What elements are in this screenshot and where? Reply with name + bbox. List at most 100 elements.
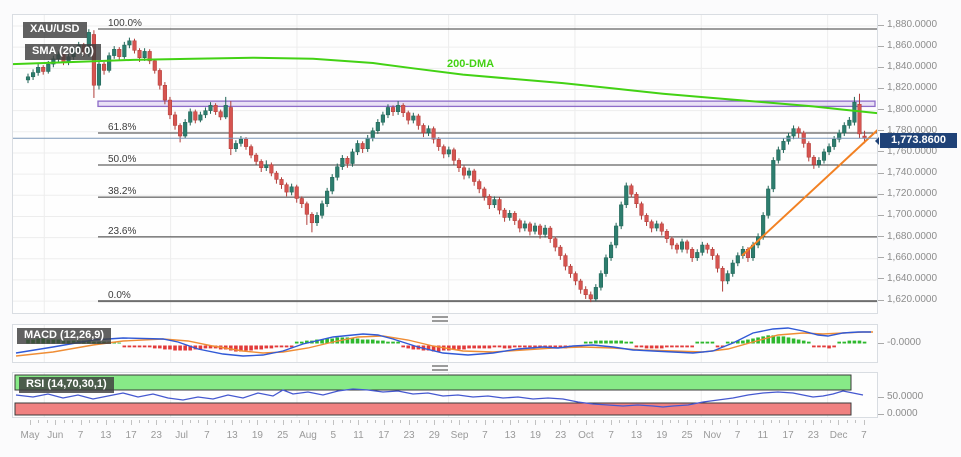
time-axis-label: 7 [77, 430, 84, 441]
rsi-panel[interactable]: RSI (14,70,30,1) [12, 372, 878, 418]
time-axis-tick [80, 420, 82, 425]
trend-line [741, 129, 877, 257]
fib-label: 61.8% [108, 122, 136, 133]
time-axis-tick [240, 420, 242, 423]
time-axis-tick [855, 420, 857, 423]
time-axis-tick [787, 420, 789, 425]
time-axis-tick [392, 420, 394, 423]
time-axis-tick [501, 420, 503, 423]
time-axis-tick [526, 420, 528, 423]
time-axis-tick [577, 420, 579, 423]
fib-label: 50.0% [108, 154, 136, 165]
time-axis-label: 13 [100, 430, 112, 441]
time-axis-label: 23 [807, 430, 819, 441]
time-axis-label: Dec [829, 430, 848, 441]
time-axis-tick [703, 420, 705, 423]
time-axis-label: 5 [330, 430, 337, 441]
macd-panel[interactable]: MACD (12,26,9) [12, 324, 878, 363]
time-axis-tick [509, 420, 511, 425]
time-axis-tick [821, 420, 823, 423]
time-axis-tick [341, 420, 343, 423]
time-axis-tick [349, 420, 351, 423]
time-axis-tick [728, 420, 730, 423]
rsi-indicator-chip[interactable]: RSI (14,70,30,1) [19, 377, 114, 393]
panel-resize-grip[interactable] [432, 316, 448, 323]
time-axis-label: 7 [734, 430, 741, 441]
time-axis-tick [745, 420, 747, 423]
price-axis-label: 1,780.0000 [878, 125, 958, 136]
time-axis-tick [686, 420, 688, 425]
time-axis-tick [712, 420, 714, 425]
time-axis-label: 23 [150, 430, 162, 441]
time-axis-tick [139, 420, 141, 423]
time-axis-label: 13 [630, 430, 643, 441]
time-axis-tick [63, 420, 65, 423]
macd-chart [15, 325, 873, 362]
time-axis-label: 25 [681, 430, 693, 441]
time-axis-tick [408, 420, 410, 425]
time-axis-tick [442, 420, 444, 423]
time-axis-tick [215, 420, 217, 423]
time-axis-tick [257, 420, 259, 425]
time-axis-label: Aug [299, 430, 317, 441]
panel-resize-grip[interactable] [432, 365, 448, 372]
time-axis-tick [476, 420, 478, 423]
time-axis-tick [653, 420, 655, 423]
time-axis-label: Jul [175, 430, 189, 441]
time-axis-label: 17 [378, 430, 390, 441]
time-axis-label: 7 [861, 430, 867, 441]
time-axis-label: 17 [125, 430, 137, 441]
time-axis-tick [358, 420, 360, 425]
time-axis-tick [366, 420, 368, 423]
time-axis-tick [291, 420, 293, 423]
time-axis-tick [274, 420, 276, 423]
time-axis-tick [720, 420, 722, 423]
sma-indicator-chip[interactable]: SMA (200,0) [25, 44, 101, 60]
time-axis-label: 7 [608, 430, 614, 441]
price-axis-label: 1,680.0000 [878, 231, 958, 242]
price-axis-label: 1,660.0000 [878, 252, 958, 263]
price-axis-label: 1,620.0000 [878, 294, 958, 305]
time-axis-tick [594, 420, 596, 423]
time-axis-label: 17 [782, 430, 794, 441]
time-axis-tick [156, 420, 158, 425]
time-axis-tick [46, 420, 48, 423]
time-axis-tick [804, 420, 806, 423]
time-axis-label: Oct [578, 430, 594, 441]
macd-signal-line [15, 331, 873, 357]
time-axis-tick [695, 420, 697, 423]
time-axis-tick [189, 420, 191, 423]
price-axis-label: 1,860.0000 [878, 40, 958, 51]
price-panel[interactable]: 100.0% 61.8% 50.0% 38.2% 23.6% 0.0% XAU/USD S… [12, 14, 878, 314]
rsi-oversold-band [14, 402, 852, 416]
time-axis-tick [568, 420, 570, 423]
time-axis-label: Jun [47, 430, 64, 441]
time-axis-tick [164, 420, 166, 423]
time-axis-tick [754, 420, 756, 423]
time-axis-tick [383, 420, 385, 425]
time-axis-tick [122, 420, 124, 423]
time-axis-tick [762, 420, 764, 425]
symbol-chip[interactable]: XAU/USD [23, 22, 87, 38]
time-axis-tick [518, 420, 520, 423]
time-axis-tick [484, 420, 486, 425]
time-axis-tick [223, 420, 225, 423]
indicator-axis-label: 50.0000 [878, 391, 958, 402]
time-axis-label: 23 [403, 430, 415, 441]
time-axis-tick [400, 420, 402, 423]
time-axis-label: May [20, 430, 40, 441]
time-axis-tick [813, 420, 815, 425]
time-axis-label: 23 [555, 430, 567, 441]
macd-indicator-chip[interactable]: MACD (12,26,9) [17, 328, 112, 344]
time-axis-tick [333, 420, 335, 425]
time-axis-tick [619, 420, 621, 423]
resistance-zone [97, 100, 876, 108]
time-axis-tick [644, 420, 646, 423]
current-price-tag: 1,773.8600 [875, 133, 957, 148]
time-axis-tick [265, 420, 267, 423]
price-axis-label: 1,720.0000 [878, 188, 958, 199]
time-axis-label: Nov [703, 430, 722, 441]
time-axis-label: 19 [656, 430, 668, 441]
time-axis-tick [770, 420, 772, 423]
price-axis-label: 1,640.0000 [878, 273, 958, 284]
